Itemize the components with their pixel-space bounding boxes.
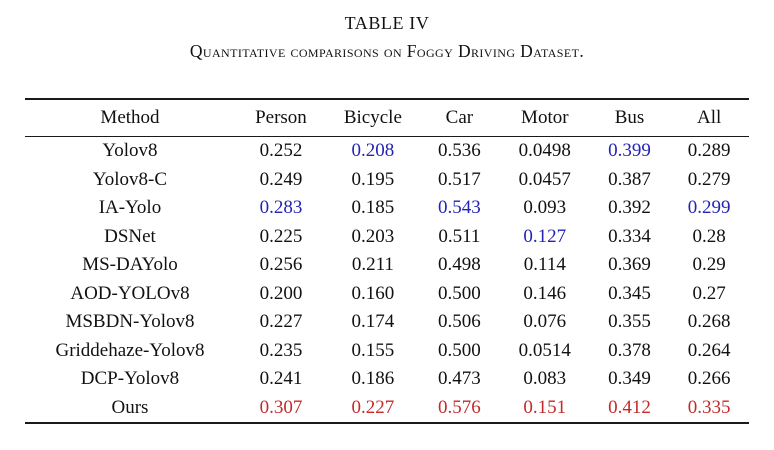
table-head: Method Person Bicycle Car Motor Bus All xyxy=(25,99,749,137)
value-cell: 0.517 xyxy=(438,168,481,190)
method-cell: MS-DAYolo xyxy=(82,254,178,276)
caption-title: TABLE IV xyxy=(344,13,430,33)
column-header: All xyxy=(669,99,749,137)
value-cell: 0.299 xyxy=(687,197,731,219)
value-cell: 0.076 xyxy=(523,311,567,333)
value-cell: 0.349 xyxy=(608,368,651,390)
value-cell: 0.378 xyxy=(608,339,651,361)
value-cell: 0.399 xyxy=(608,140,651,162)
table-row: MSBDN-Yolov8 0.227 0.174 0.506 0.076 0.355 0.2… xyxy=(25,308,749,337)
value-cell: 0.200 xyxy=(259,282,303,304)
table-row: Yolov8-C 0.249 0.195 0.517 0.0457 0.387 0.279 xyxy=(25,166,749,195)
value-cell: 0.235 xyxy=(259,339,303,361)
value-cell: 0.127 xyxy=(523,225,567,247)
method-cell: Ours xyxy=(111,396,149,418)
value-cell: 0.511 xyxy=(438,225,481,247)
value-cell: 0.345 xyxy=(608,282,651,304)
value-cell: 0.369 xyxy=(608,254,651,276)
value-cell: 0.283 xyxy=(259,197,303,219)
method-cell: MSBDN-Yolov8 xyxy=(65,311,195,333)
table-header-row: Method Person Bicycle Car Motor Bus All xyxy=(25,99,749,137)
column-header: Bicycle xyxy=(326,99,419,137)
value-cell: 0.498 xyxy=(438,254,481,276)
table-caption: TABLE IV Quantitative comparisons on Fog… xyxy=(0,0,774,62)
value-cell: 0.227 xyxy=(351,396,395,418)
value-cell: 0.241 xyxy=(259,368,303,390)
table-row: DSNet 0.225 0.203 0.511 0.127 0.334 0.28 xyxy=(25,223,749,252)
column-header: Motor xyxy=(499,99,590,137)
value-cell: 0.174 xyxy=(351,311,395,333)
value-cell: 0.252 xyxy=(259,140,303,162)
column-header: Person xyxy=(234,99,327,137)
value-cell: 0.334 xyxy=(608,225,651,247)
value-cell: 0.335 xyxy=(687,396,731,418)
table-row: DCP-Yolov8 0.241 0.186 0.473 0.083 0.349 0.266 xyxy=(25,365,749,394)
value-cell: 0.506 xyxy=(438,311,481,333)
value-cell: 0.186 xyxy=(351,368,395,390)
value-cell: 0.289 xyxy=(687,140,731,162)
column-header: Method xyxy=(25,99,235,137)
column-header: Bus xyxy=(589,99,670,137)
method-cell: Yolov8 xyxy=(102,140,158,162)
value-cell: 0.473 xyxy=(438,368,481,390)
method-cell: AOD-YOLOv8 xyxy=(70,282,190,304)
value-cell: 0.536 xyxy=(438,140,481,162)
value-cell: 0.0457 xyxy=(518,168,571,190)
value-cell: 0.29 xyxy=(692,254,726,276)
value-cell: 0.208 xyxy=(351,140,395,162)
value-cell: 0.155 xyxy=(351,339,395,361)
method-cell: DCP-Yolov8 xyxy=(80,368,180,390)
value-cell: 0.185 xyxy=(351,197,395,219)
table-row: AOD-YOLOv8 0.200 0.160 0.500 0.146 0.345 0.27 xyxy=(25,280,749,309)
value-cell: 0.264 xyxy=(687,339,731,361)
table-body: Yolov8 0.252 0.208 0.536 0.0498 0.399 0.289 Yol… xyxy=(25,137,749,424)
table-row: Ours 0.307 0.227 0.576 0.151 0.412 0.335 xyxy=(25,394,749,424)
value-cell: 0.0498 xyxy=(518,140,571,162)
value-cell: 0.500 xyxy=(438,339,481,361)
table-row: IA-Yolo 0.283 0.185 0.543 0.093 0.392 0.299 xyxy=(25,194,749,223)
column-header: Car xyxy=(418,99,500,137)
method-cell: Yolov8-C xyxy=(92,168,168,190)
value-cell: 0.114 xyxy=(523,254,566,276)
table-row: MS-DAYolo 0.256 0.211 0.498 0.114 0.369 0.29 xyxy=(25,251,749,280)
results-table: Method Person Bicycle Car Motor Bus All Yolov8… xyxy=(25,98,749,424)
caption-subtitle: Quantitative comparisons on Foggy Drivin… xyxy=(189,41,585,61)
value-cell: 0.27 xyxy=(692,282,726,304)
value-cell: 0.225 xyxy=(259,225,303,247)
value-cell: 0.279 xyxy=(687,168,731,190)
value-cell: 0.543 xyxy=(438,197,481,219)
value-cell: 0.412 xyxy=(608,396,651,418)
value-cell: 0.28 xyxy=(692,225,726,247)
value-cell: 0.256 xyxy=(259,254,303,276)
method-cell: Griddehaze-Yolov8 xyxy=(55,339,205,361)
value-cell: 0.307 xyxy=(259,396,303,418)
method-cell: DSNet xyxy=(104,225,156,247)
value-cell: 0.227 xyxy=(259,311,303,333)
value-cell: 0.146 xyxy=(523,282,567,304)
value-cell: 0.266 xyxy=(687,368,731,390)
value-cell: 0.211 xyxy=(351,254,394,276)
value-cell: 0.203 xyxy=(351,225,395,247)
value-cell: 0.576 xyxy=(438,396,481,418)
value-cell: 0.093 xyxy=(523,197,567,219)
value-cell: 0.083 xyxy=(523,368,567,390)
table-row: Yolov8 0.252 0.208 0.536 0.0498 0.399 0.289 xyxy=(25,137,749,166)
value-cell: 0.355 xyxy=(608,311,651,333)
table-container: Method Person Bicycle Car Motor Bus All Yolov8… xyxy=(25,98,749,424)
value-cell: 0.0514 xyxy=(518,339,571,361)
value-cell: 0.195 xyxy=(351,168,395,190)
value-cell: 0.249 xyxy=(259,168,303,190)
value-cell: 0.268 xyxy=(687,311,731,333)
value-cell: 0.387 xyxy=(608,168,651,190)
value-cell: 0.160 xyxy=(351,282,395,304)
table-row: Griddehaze-Yolov8 0.235 0.155 0.500 0.0514 0.… xyxy=(25,337,749,366)
value-cell: 0.500 xyxy=(438,282,481,304)
value-cell: 0.151 xyxy=(523,396,567,418)
value-cell: 0.392 xyxy=(608,197,651,219)
method-cell: IA-Yolo xyxy=(98,197,162,219)
